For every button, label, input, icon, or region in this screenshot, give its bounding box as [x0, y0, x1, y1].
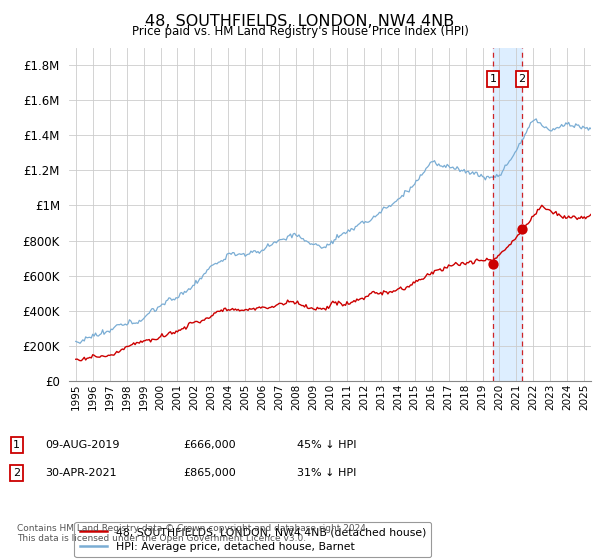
- Text: 1: 1: [490, 74, 496, 84]
- Text: 31% ↓ HPI: 31% ↓ HPI: [297, 468, 356, 478]
- Legend: 48, SOUTHFIELDS, LONDON, NW4 4NB (detached house), HPI: Average price, detached : 48, SOUTHFIELDS, LONDON, NW4 4NB (detach…: [74, 522, 431, 557]
- Point: [488, 259, 498, 268]
- Point: [517, 225, 527, 234]
- Text: £865,000: £865,000: [183, 468, 236, 478]
- Text: 1: 1: [13, 440, 20, 450]
- Text: 2: 2: [518, 74, 526, 84]
- Text: 45% ↓ HPI: 45% ↓ HPI: [297, 440, 356, 450]
- Text: 30-APR-2021: 30-APR-2021: [45, 468, 116, 478]
- Text: Contains HM Land Registry data © Crown copyright and database right 2024.
This d: Contains HM Land Registry data © Crown c…: [17, 524, 368, 543]
- Text: £666,000: £666,000: [183, 440, 236, 450]
- Text: 2: 2: [13, 468, 20, 478]
- Bar: [493, 48, 522, 381]
- Text: Price paid vs. HM Land Registry's House Price Index (HPI): Price paid vs. HM Land Registry's House …: [131, 25, 469, 38]
- Text: 48, SOUTHFIELDS, LONDON, NW4 4NB: 48, SOUTHFIELDS, LONDON, NW4 4NB: [145, 14, 455, 29]
- Text: 09-AUG-2019: 09-AUG-2019: [45, 440, 119, 450]
